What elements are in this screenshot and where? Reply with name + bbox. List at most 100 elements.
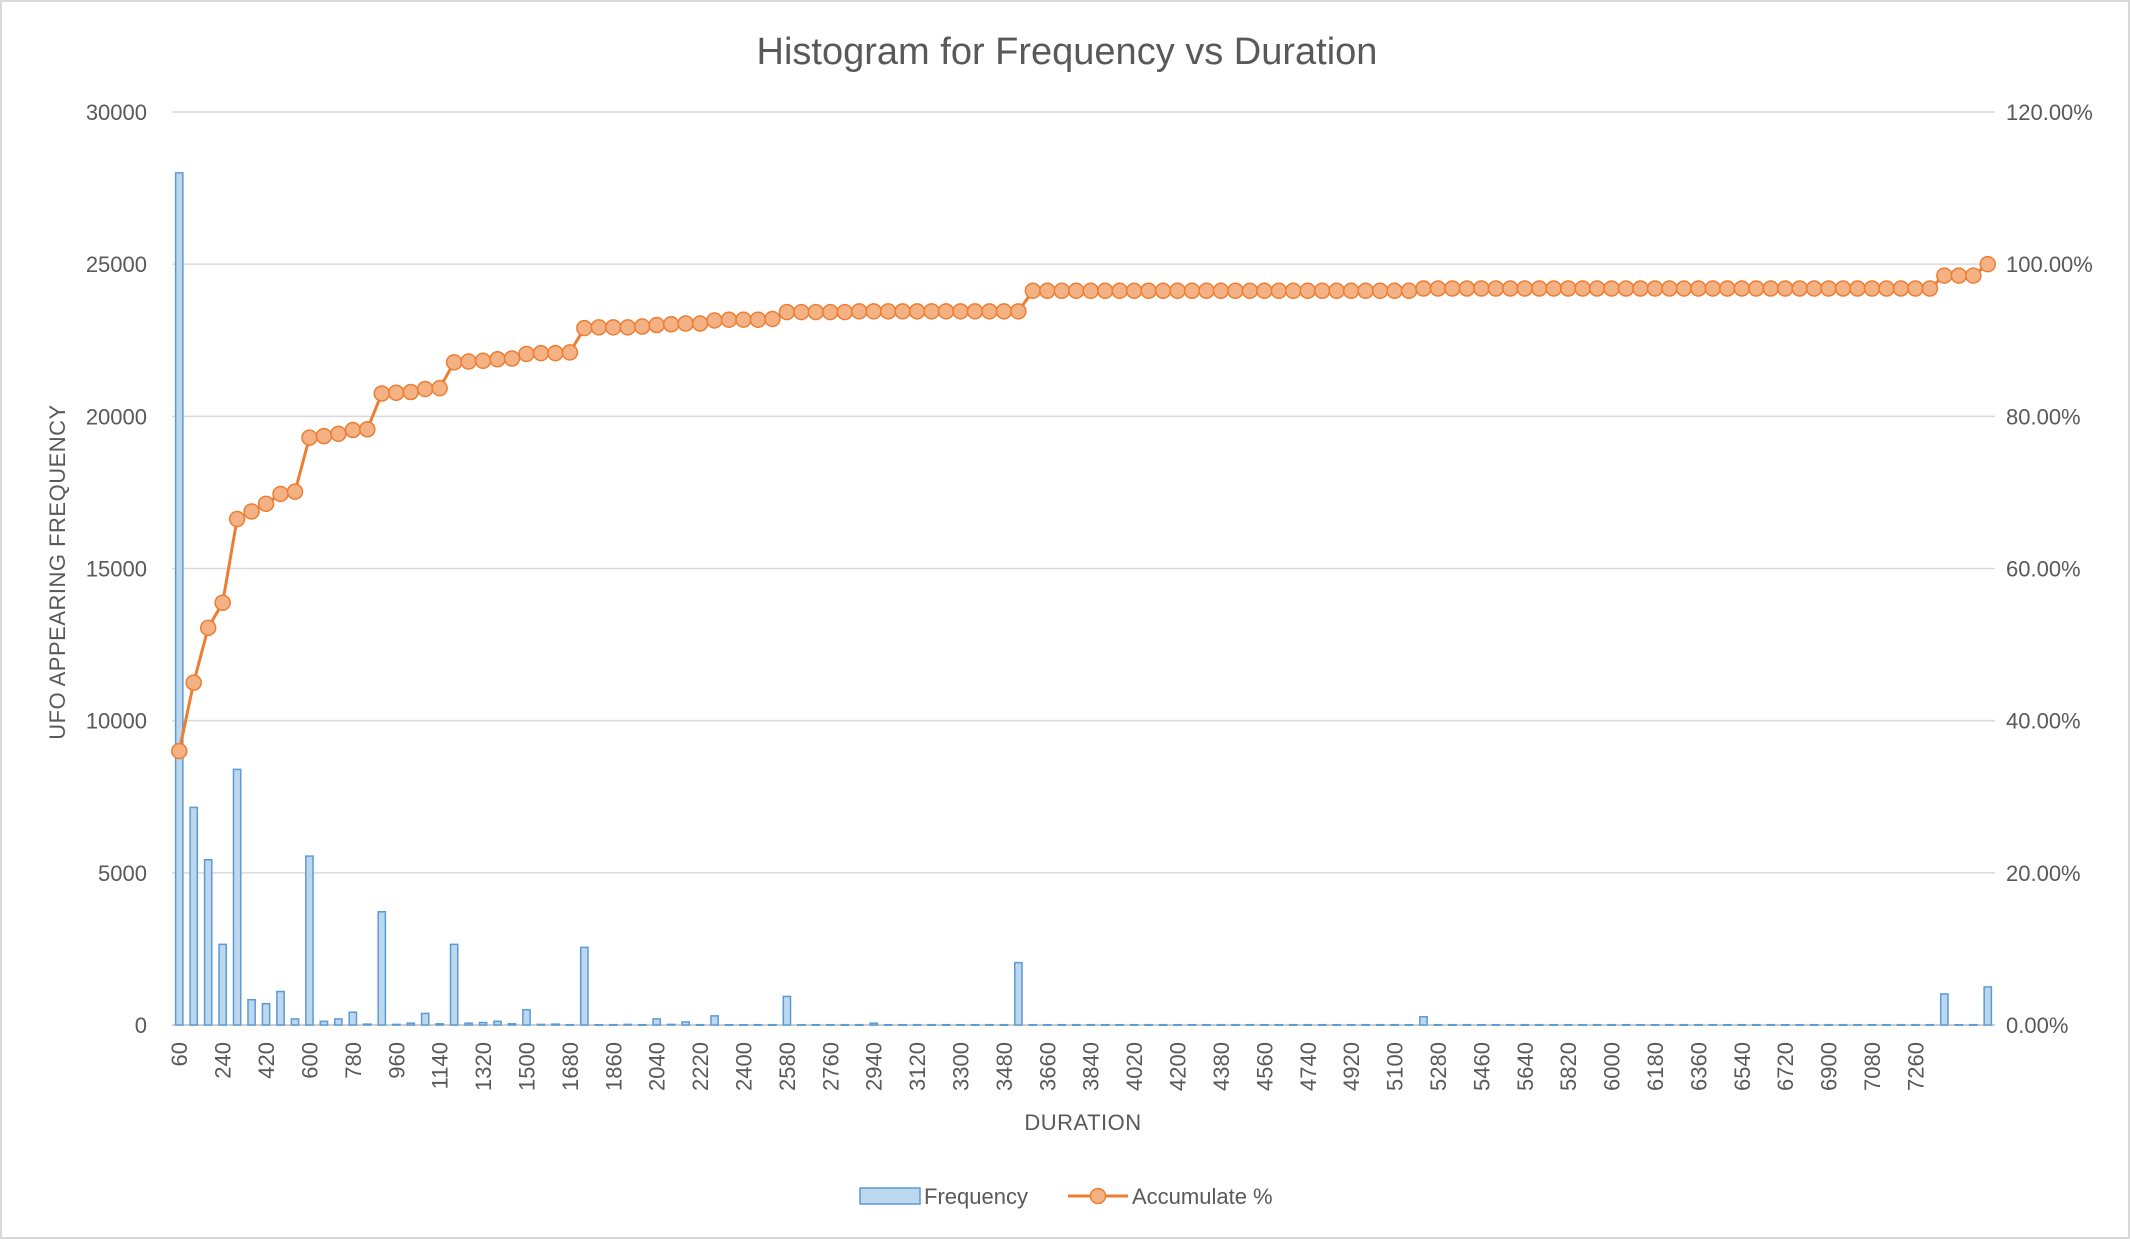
- frequency-bar: [1737, 1023, 1747, 1026]
- accumulate-point: [388, 384, 405, 401]
- accumulate-point: [1400, 282, 1418, 300]
- accumulate-point: [1487, 280, 1505, 297]
- accumulate-point: [1588, 280, 1606, 297]
- x-tick-label: 4380: [1209, 1042, 1234, 1091]
- accumulate-point: [1458, 280, 1476, 297]
- x-tick-label: 2220: [688, 1042, 713, 1091]
- frequency-bar: [854, 1023, 864, 1026]
- x-tick-label: 5460: [1469, 1042, 1494, 1091]
- accumulate-point: [1748, 280, 1765, 297]
- accumulate-point: [1285, 282, 1302, 300]
- accumulate-point: [228, 510, 246, 528]
- accumulate-point: [966, 303, 984, 320]
- frequency-bar: [927, 1023, 936, 1026]
- x-tick-label: 780: [341, 1042, 366, 1079]
- frequency-bar: [1534, 1023, 1544, 1026]
- x-axis-ticks: 60 240 420 600 780 960 1140 1320 1500 1680 1860 204…: [167, 1042, 1928, 1091]
- frequency-bar: [883, 1023, 893, 1026]
- accumulate-point: [1473, 280, 1490, 297]
- frequency-bar: [724, 1023, 734, 1026]
- y2-tick-label: 80.00%: [2006, 404, 2081, 429]
- frequency-bar: [420, 1012, 430, 1026]
- frequency-bar: [406, 1022, 416, 1026]
- frequency-bar: [1332, 1023, 1342, 1026]
- accumulate-point: [1617, 280, 1635, 297]
- accumulate-point: [923, 303, 940, 320]
- frequency-bar: [1390, 1023, 1399, 1026]
- accumulate-point: [1690, 280, 1707, 297]
- x-tick-label: 6000: [1600, 1042, 1625, 1091]
- frequency-bar: [579, 946, 589, 1026]
- accumulate-point: [908, 303, 926, 320]
- frequency-bar: [912, 1023, 922, 1026]
- frequency-bar: [1563, 1023, 1573, 1026]
- frequency-bar: [1419, 1016, 1428, 1026]
- frequency-bar: [1636, 1023, 1645, 1026]
- accumulate-point: [431, 379, 448, 397]
- y2-tick-label: 100.00%: [2006, 252, 2093, 277]
- y-tick-label: 5000: [98, 861, 147, 886]
- x-tick-label: 6540: [1730, 1042, 1755, 1091]
- x-tick-label: 1500: [514, 1042, 539, 1091]
- accumulate-point: [1256, 282, 1273, 300]
- frequency-bar: [290, 1018, 300, 1026]
- frequency-bar: [536, 1023, 546, 1026]
- frequency-bar: [652, 1018, 662, 1026]
- frequency-bar: [1722, 1023, 1732, 1026]
- frequency-bar: [1259, 1023, 1269, 1026]
- frequency-bar: [305, 855, 314, 1026]
- accumulate-point: [1154, 282, 1172, 300]
- x-tick-label: 6360: [1686, 1042, 1711, 1091]
- accumulate-point: [879, 303, 897, 320]
- x-tick-label: 1140: [428, 1042, 453, 1089]
- x-tick-label: 240: [211, 1042, 236, 1079]
- frequency-bar: [1346, 1023, 1356, 1026]
- x-tick-label: 6720: [1773, 1042, 1798, 1091]
- accumulate-point: [807, 303, 825, 321]
- frequency-bar: [1129, 1023, 1139, 1026]
- frequency-bar: [869, 1022, 879, 1026]
- accumulate-point: [1024, 282, 1042, 300]
- x-tick-label: 3480: [992, 1042, 1017, 1091]
- frequency-bar: [1925, 1023, 1935, 1026]
- accumulate-point: [691, 315, 709, 332]
- frequency-bar: [825, 1023, 835, 1026]
- frequency-bar: [1824, 1023, 1833, 1026]
- left-axis-ticks: 0 5000 10000 15000 20000 25000 30000: [86, 100, 147, 1038]
- x-tick-label: 1320: [471, 1042, 496, 1091]
- x-axis-title: DURATION: [1024, 1110, 1141, 1135]
- frequency-bar: [1607, 1023, 1616, 1026]
- accumulate-point: [648, 316, 665, 334]
- frequency-bar: [478, 1021, 488, 1026]
- accumulate-line: [170, 255, 1997, 760]
- frequency-bar: [1216, 1023, 1226, 1026]
- frequency-bar: [1665, 1023, 1674, 1026]
- accumulate-point: [1762, 280, 1779, 297]
- accumulate-point: [1183, 282, 1201, 300]
- accumulate-point: [1198, 282, 1215, 300]
- frequency-bar: [1404, 1023, 1414, 1026]
- accumulate-point: [286, 483, 304, 500]
- accumulate-point: [561, 344, 579, 361]
- accumulate-point: [1241, 282, 1259, 300]
- accumulate-point: [850, 303, 868, 320]
- accumulate-point: [1342, 282, 1360, 300]
- legend-accumulate-label: Accumulate %: [1132, 1184, 1273, 1209]
- frequency-bar: [1578, 1023, 1588, 1026]
- frequency-bar: [1505, 1023, 1515, 1026]
- accumulate-point: [619, 319, 636, 336]
- frequency-bar: [1766, 1023, 1776, 1026]
- frequency-bar: [811, 1023, 821, 1026]
- frequency-bar: [247, 998, 256, 1026]
- frequency-bar: [1751, 1023, 1761, 1026]
- accumulate-point: [590, 319, 608, 336]
- frequency-bar: [362, 1023, 372, 1026]
- frequency-bar: [970, 1023, 980, 1026]
- frequency-bar: [493, 1020, 502, 1026]
- accumulate-point: [735, 311, 752, 328]
- accumulate-point: [474, 352, 492, 370]
- frequency-bar: [507, 1023, 517, 1026]
- accumulate-point: [995, 303, 1013, 320]
